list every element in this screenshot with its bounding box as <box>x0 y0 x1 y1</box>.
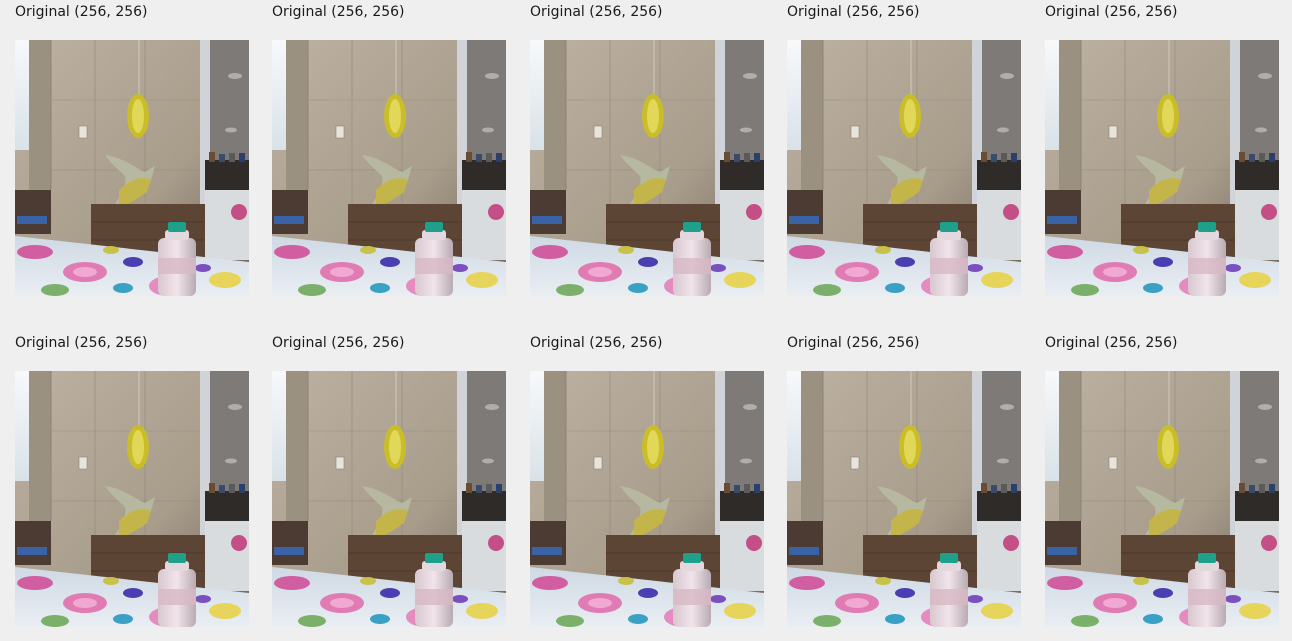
room-photo <box>1045 40 1279 296</box>
room-photo <box>787 40 1021 296</box>
image-caption: Original (256, 256) <box>1045 335 1178 351</box>
image-caption: Original (256, 256) <box>272 335 405 351</box>
image-caption: Original (256, 256) <box>15 4 148 20</box>
image-caption: Original (256, 256) <box>530 4 663 20</box>
room-photo <box>530 371 764 627</box>
room-photo <box>1045 371 1279 627</box>
image-caption: Original (256, 256) <box>15 335 148 351</box>
room-photo <box>272 40 506 296</box>
room-photo <box>15 40 249 296</box>
image-caption: Original (256, 256) <box>787 4 920 20</box>
room-photo <box>530 40 764 296</box>
image-caption: Original (256, 256) <box>1045 4 1178 20</box>
room-photo <box>272 371 506 627</box>
room-photo <box>15 371 249 627</box>
image-caption: Original (256, 256) <box>272 4 405 20</box>
image-caption: Original (256, 256) <box>787 335 920 351</box>
image-caption: Original (256, 256) <box>530 335 663 351</box>
room-photo <box>787 371 1021 627</box>
